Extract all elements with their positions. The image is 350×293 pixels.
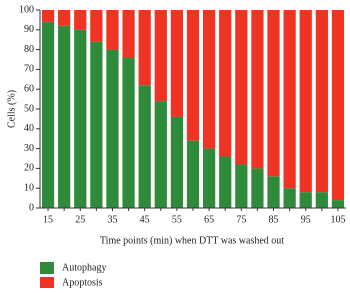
bar-segment xyxy=(283,188,296,208)
bar-segment xyxy=(235,10,248,165)
bar-segment xyxy=(90,10,103,42)
bar-segment xyxy=(58,10,71,26)
y-tick-label: 90 xyxy=(24,24,34,35)
bar-segment xyxy=(58,25,71,209)
bar-segment xyxy=(315,10,328,193)
y-tick-label: 10 xyxy=(24,182,34,193)
bar-segment xyxy=(154,10,167,102)
x-tick-label: 95 xyxy=(301,214,311,225)
x-axis-label: Time points (min) when DTT was washed ou… xyxy=(100,235,284,246)
bar-segment xyxy=(186,10,200,141)
legend-swatch xyxy=(40,262,54,274)
bar-segment xyxy=(122,10,135,58)
x-tick-label: 75 xyxy=(236,214,246,225)
bar-segment xyxy=(90,41,103,209)
x-tick-label: 35 xyxy=(107,214,117,225)
legend-label: Apoptosis xyxy=(62,277,103,288)
x-tick-label: 85 xyxy=(269,214,279,225)
y-tick-label: 30 xyxy=(24,143,34,154)
x-tick-label: 105 xyxy=(330,214,345,225)
x-tick-label: 25 xyxy=(75,214,85,225)
bar-segment xyxy=(41,21,55,208)
bar-segment xyxy=(154,101,167,208)
y-tick-label: 50 xyxy=(24,103,34,114)
x-tick-label: 65 xyxy=(204,214,214,225)
bar-segment xyxy=(170,116,184,208)
bar-segment xyxy=(74,10,87,30)
bar-segment xyxy=(283,10,296,189)
bar-segment xyxy=(267,10,280,177)
y-tick-label: 20 xyxy=(24,163,34,174)
y-tick-label: 100 xyxy=(19,4,34,15)
legend-swatch xyxy=(40,277,54,289)
x-tick-label: 55 xyxy=(172,214,182,225)
bar-segment xyxy=(122,57,135,208)
legend-label: Autophagy xyxy=(62,262,106,273)
y-tick-label: 0 xyxy=(29,202,34,213)
x-tick-label: 15 xyxy=(43,214,53,225)
bar-segment xyxy=(138,10,151,86)
bar-segment xyxy=(106,10,119,50)
bar-segment xyxy=(331,10,345,201)
y-tick-label: 80 xyxy=(24,44,34,55)
bar-segment xyxy=(219,156,232,208)
bar-segment xyxy=(186,140,200,208)
bar-segment xyxy=(251,10,264,169)
bar-segment xyxy=(267,176,280,208)
bar-segment xyxy=(235,164,248,208)
bar-segment xyxy=(315,192,328,208)
bar-segment xyxy=(331,200,345,208)
bar-segment xyxy=(202,10,216,149)
bar-segment xyxy=(41,10,55,22)
bar-segment xyxy=(251,168,264,208)
bar-segment xyxy=(299,192,312,208)
y-tick-label: 70 xyxy=(24,64,34,75)
bar-segment xyxy=(106,49,119,208)
bar-segment xyxy=(202,148,216,208)
x-tick-label: 45 xyxy=(140,214,150,225)
bar-segment xyxy=(299,10,312,193)
bar-segment xyxy=(138,85,151,208)
y-tick-label: 40 xyxy=(24,123,34,134)
bar-segment xyxy=(219,10,232,157)
bar-segment xyxy=(170,10,184,117)
y-tick-label: 60 xyxy=(24,83,34,94)
bar-segment xyxy=(74,29,87,208)
y-axis-label: Cells (%) xyxy=(6,90,17,128)
